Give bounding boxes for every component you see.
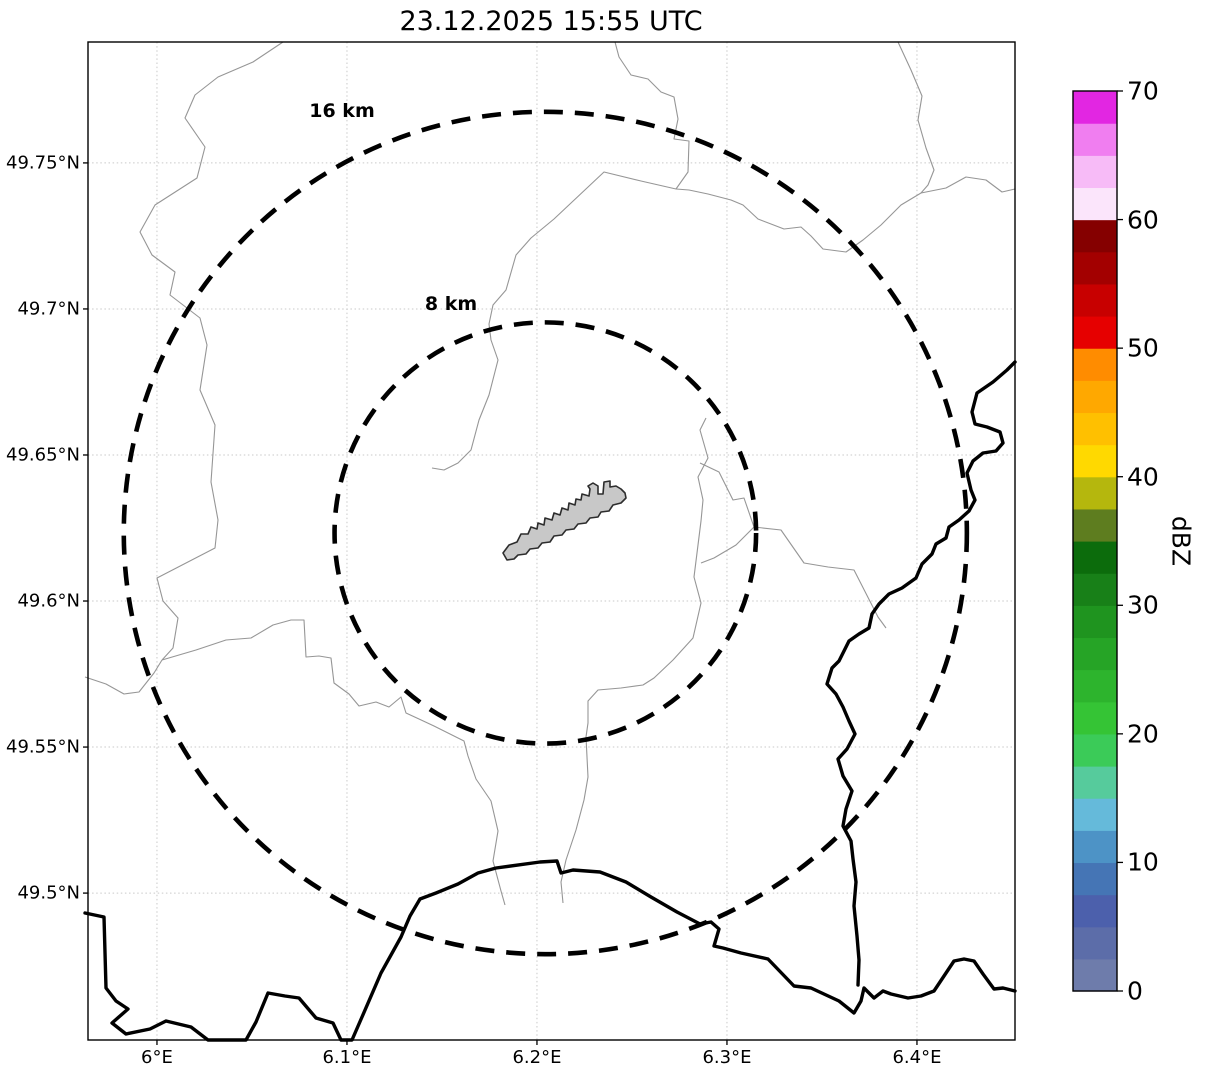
admin-border-line <box>699 462 887 629</box>
colorbar-cell <box>1073 637 1117 671</box>
range-ring-16km <box>121 109 970 957</box>
colorbar-cell <box>1073 605 1117 639</box>
colorbar-cell <box>1073 283 1117 317</box>
colorbar-cell <box>1073 508 1117 542</box>
admin-border-line <box>560 417 709 904</box>
admin-border-line <box>897 41 935 194</box>
colorbar-cell <box>1073 251 1117 285</box>
admin-border-line <box>139 41 284 661</box>
colorbar-cell <box>1073 155 1117 189</box>
colorbar-cell <box>1073 798 1117 831</box>
colorbar-cell <box>1073 541 1117 574</box>
colorbar-cell <box>1073 958 1117 992</box>
colorbar-cell <box>1073 91 1117 124</box>
colorbar-cell <box>1073 316 1117 349</box>
admin-border-line <box>675 176 1016 253</box>
figure-title: 23.12.2025 15:55 UTC <box>399 6 703 37</box>
colorbar-cell <box>1073 926 1117 960</box>
colorbar-cell <box>1073 894 1117 928</box>
colorbar-cell <box>1073 701 1117 735</box>
colorbar-frame <box>1072 90 1118 992</box>
colorbar-cell <box>1073 573 1117 606</box>
country-border-line <box>825 360 1017 987</box>
colorbar-cell <box>1073 123 1117 156</box>
admin-border-line <box>431 41 690 471</box>
colorbar-cell <box>1073 444 1117 478</box>
colorbar-cell <box>1073 733 1117 767</box>
colorbar-cell <box>1073 476 1117 510</box>
colorbar-cell <box>1073 380 1117 414</box>
colorbar-cell <box>1073 862 1117 896</box>
range-ring-8km <box>332 320 759 746</box>
admin-border-line <box>161 619 506 906</box>
colorbar-cell <box>1073 766 1117 799</box>
colorbar-cell <box>1073 830 1117 864</box>
admin-border-line <box>700 526 755 564</box>
country-border-line <box>83 859 1017 1042</box>
airport-outline <box>502 480 627 561</box>
admin-border-line <box>84 659 163 695</box>
colorbar-cell <box>1073 348 1117 381</box>
colorbar-cell <box>1073 669 1117 703</box>
colorbar-cell <box>1073 219 1117 253</box>
axes-frame <box>87 41 1016 1041</box>
colorbar-cell <box>1073 187 1117 221</box>
colorbar-cell <box>1073 412 1117 446</box>
